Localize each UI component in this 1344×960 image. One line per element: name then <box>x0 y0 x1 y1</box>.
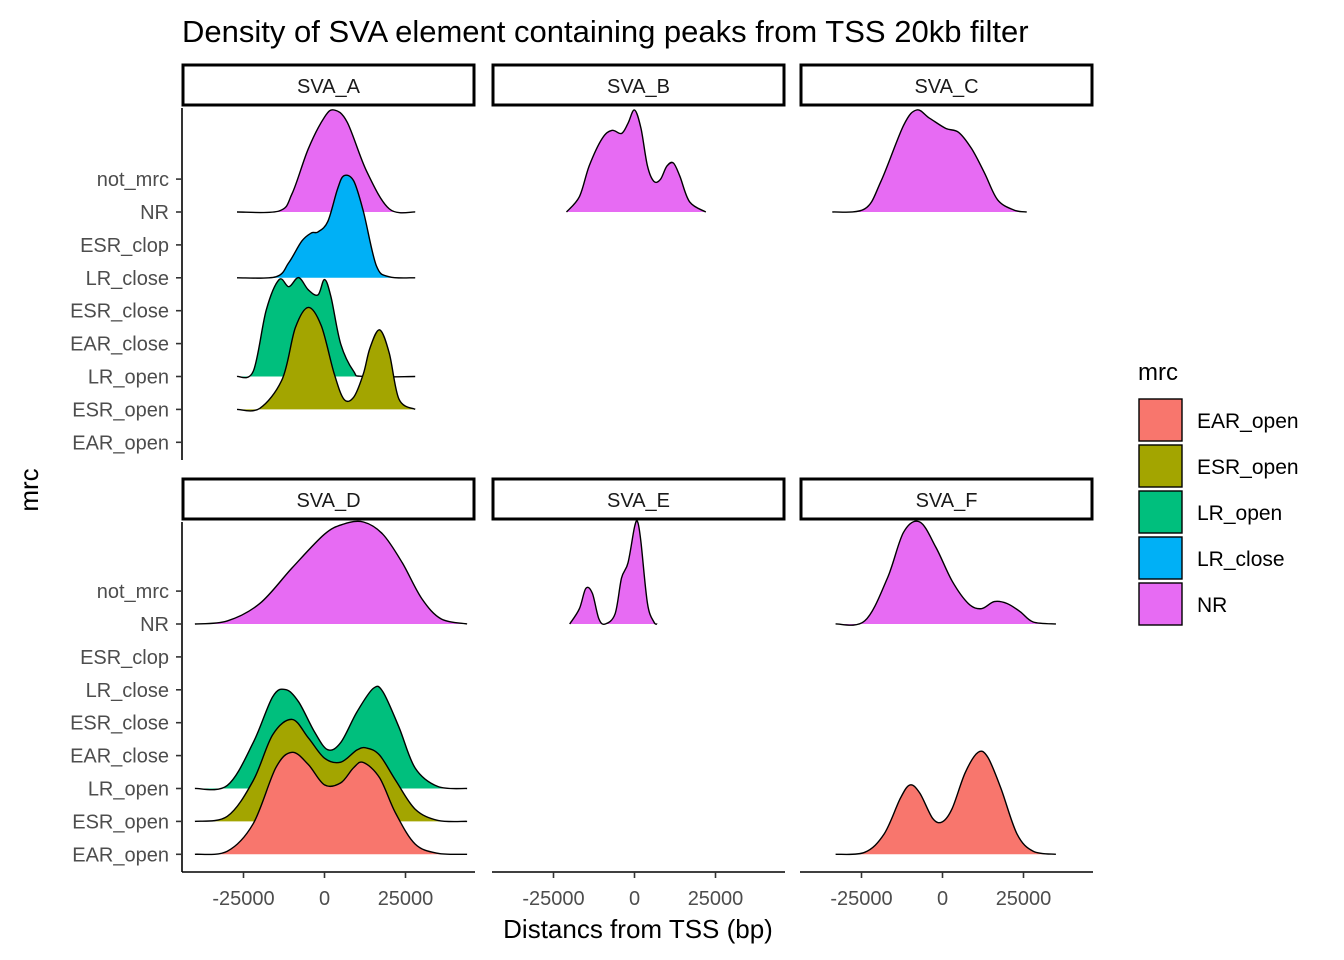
facet-strip <box>799 63 1094 107</box>
facet-strip-label: SVA_F <box>916 490 978 512</box>
x-tick-label: 25000 <box>996 888 1052 910</box>
ridge-lr-open <box>237 277 416 378</box>
ridge-lr-close <box>237 175 416 279</box>
legend-label: LR_close <box>1197 548 1285 571</box>
facet-sva-f: SVA_F -25000 0 25000 <box>799 477 1094 910</box>
x-axis-label: Distancs from TSS (bp) <box>503 914 773 944</box>
legend-swatch <box>1138 444 1183 488</box>
x-tick-label: -25000 <box>522 888 584 910</box>
facet-strip <box>491 477 786 521</box>
facet-strip <box>181 477 476 521</box>
legend-entry-ear-open: EAR_open <box>1138 398 1299 442</box>
ridge-outline <box>194 520 468 625</box>
x-tick-label: -25000 <box>212 888 274 910</box>
facet-strip <box>491 63 786 107</box>
x-tick-label: -25000 <box>830 888 892 910</box>
ridge-outline <box>835 520 1056 626</box>
ridge-outline <box>236 306 416 412</box>
y-tick-label: ESR_open <box>72 399 169 421</box>
legend-label: ESR_open <box>1197 456 1299 479</box>
legend-entry-esr-open: ESR_open <box>1138 444 1299 488</box>
y-tick-label: ESR_clop <box>80 235 169 257</box>
y-tick-label: EAR_close <box>70 334 169 356</box>
facet-strip <box>181 63 476 107</box>
y-tick-label: LR_open <box>88 779 169 801</box>
legend-entry-nr: NR <box>1138 582 1227 626</box>
y-tick-label: EAR_close <box>70 746 169 768</box>
ridge-ear-open <box>194 752 468 855</box>
ridge-esr-open <box>237 307 416 411</box>
ridge-nr <box>832 109 1027 213</box>
y-tick-label: ESR_close <box>70 713 169 735</box>
chart-title: Density of SVA element containing peaks … <box>182 14 1029 49</box>
y-tick-label: LR_close <box>86 680 169 702</box>
ridge-outline <box>565 109 707 213</box>
y-tick-label: ESR_close <box>70 301 169 323</box>
ridge-outline <box>236 276 416 379</box>
y-tick-label: LR_open <box>88 367 169 389</box>
ridge-esr-open <box>194 719 468 822</box>
legend-label: EAR_open <box>1197 410 1299 433</box>
legend-entry-lr-open: LR_open <box>1138 490 1282 534</box>
ridge-outline <box>236 174 416 279</box>
ridge-outline <box>194 685 468 791</box>
y-tick-label: NR <box>140 202 169 224</box>
ridge-nr <box>569 520 658 625</box>
facet-strip-label: SVA_C <box>914 76 978 98</box>
y-tick-label: EAR_open <box>72 432 169 454</box>
ridge-outline <box>569 520 658 625</box>
facet-strip <box>799 477 1094 521</box>
ridge-outline <box>194 718 468 823</box>
legend-label: NR <box>1197 594 1227 617</box>
facet-sva-e: SVA_E -25000 0 25000 <box>491 477 786 910</box>
y-tick-label: ESR_clop <box>80 647 169 669</box>
x-tick-label: 25000 <box>378 888 434 910</box>
facet-panels: SVA_A EAR_open ESR_open LR_open EAR_close ESR… <box>70 63 1094 910</box>
y-tick-label: EAR_open <box>72 844 169 866</box>
y-tick-label: NR <box>140 614 169 636</box>
ridge-nr <box>835 521 1056 626</box>
facet-sva-d: SVA_D EAR_open ESR_open LR_open EAR_close ESR… <box>70 477 476 910</box>
facet-sva-b: SVA_B <box>491 63 786 213</box>
x-tick-label: 25000 <box>688 888 744 910</box>
x-tick-label: 0 <box>629 888 640 910</box>
legend-entry-lr-close: LR_close <box>1138 536 1285 580</box>
ridge-nr <box>237 109 416 213</box>
facet-strip-label: SVA_E <box>607 490 670 512</box>
legend-swatch <box>1138 398 1183 442</box>
ridge-outline <box>835 750 1056 856</box>
y-tick-label: LR_close <box>86 268 169 290</box>
facet-strip-label: SVA_D <box>296 490 360 512</box>
y-axis-label: mrc <box>14 468 44 511</box>
facet-strip-label: SVA_B <box>607 76 670 98</box>
ridge-outline <box>194 751 468 856</box>
legend-label: LR_open <box>1197 502 1282 525</box>
legend-swatch <box>1138 490 1183 534</box>
facet-strip-label: SVA_A <box>297 76 361 98</box>
ridge-outline <box>832 109 1027 213</box>
ridge-ear-open <box>835 751 1056 855</box>
legend: mrc EAR_open ESR_open LR_open LR_close NR <box>1138 359 1299 626</box>
facet-sva-c: SVA_C <box>799 63 1094 213</box>
ridge-nr <box>194 521 468 624</box>
x-tick-label: 0 <box>319 888 330 910</box>
y-tick-label: not_mrc <box>97 169 169 191</box>
ridge-nr <box>566 109 706 212</box>
legend-swatch <box>1138 582 1183 626</box>
legend-title: mrc <box>1138 359 1178 386</box>
legend-swatch <box>1138 536 1183 580</box>
y-tick-label: ESR_open <box>72 811 169 833</box>
ridge-outline <box>236 109 416 214</box>
facet-sva-a: SVA_A EAR_open ESR_open LR_open EAR_close ESR… <box>70 63 476 460</box>
y-tick-label: not_mrc <box>97 581 169 603</box>
x-tick-label: 0 <box>937 888 948 910</box>
